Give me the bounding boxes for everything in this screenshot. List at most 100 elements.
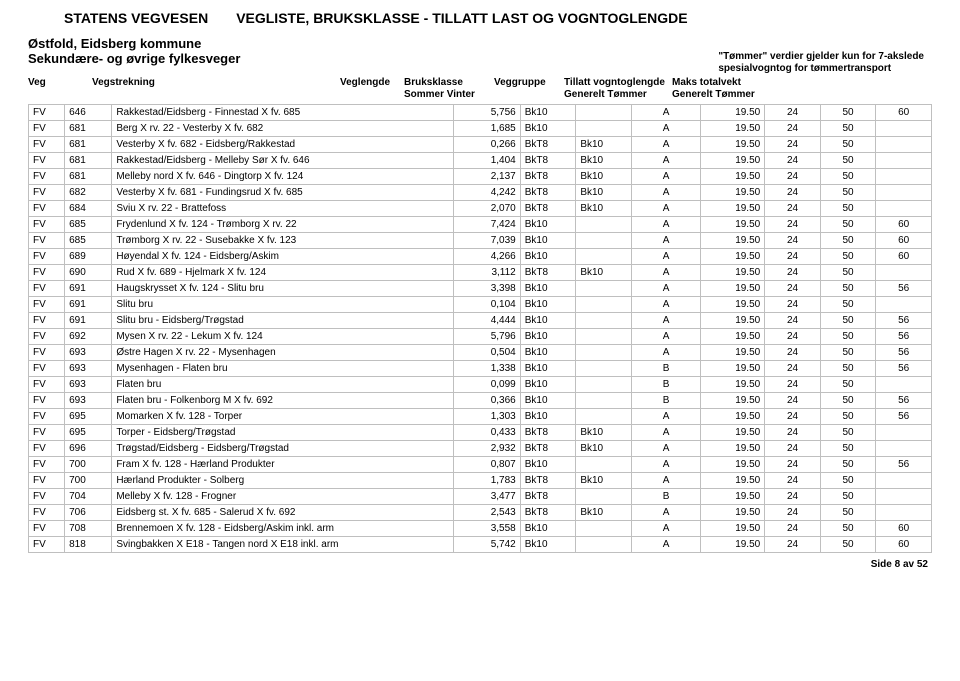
table-cell: 19.50 <box>701 409 765 425</box>
table-cell: 3,558 <box>454 521 521 537</box>
table-cell: Bk10 <box>520 361 576 377</box>
table-cell: FV <box>29 153 65 169</box>
table-cell: Vesterby X fv. 682 - Eidsberg/Rakkestad <box>112 137 454 153</box>
note-line-1: "Tømmer" verdier gjelder kun for 7-aksle… <box>718 51 924 63</box>
page: STATENS VEGVESEN VEGLISTE, BRUKSKLASSE -… <box>0 0 960 582</box>
table-cell: A <box>631 473 700 489</box>
table-row: FV693Mysenhagen - Flaten bru1,338Bk10B19… <box>29 361 932 377</box>
table-cell: 24 <box>765 201 821 217</box>
table-cell: B <box>631 489 700 505</box>
table-cell: 56 <box>876 393 932 409</box>
table-cell: 695 <box>65 425 112 441</box>
table-cell: FV <box>29 329 65 345</box>
table-cell: A <box>631 249 700 265</box>
table-cell <box>576 409 632 425</box>
table-cell: Torper - Eidsberg/Trøgstad <box>112 425 454 441</box>
table-cell <box>576 345 632 361</box>
table-cell <box>576 249 632 265</box>
table-cell: 56 <box>876 313 932 329</box>
table-cell: Flaten bru - Folkenborg M X fv. 692 <box>112 393 454 409</box>
table-cell: FV <box>29 473 65 489</box>
table-cell <box>576 297 632 313</box>
table-cell: FV <box>29 169 65 185</box>
table-cell: FV <box>29 313 65 329</box>
table-cell: 646 <box>65 105 112 121</box>
hdr-bruksklasse-main: Bruksklasse <box>404 77 494 89</box>
table-cell: 5,742 <box>454 537 521 553</box>
table-cell: Brennemoen X fv. 128 - Eidsberg/Askim in… <box>112 521 454 537</box>
table-cell: Bk10 <box>520 537 576 553</box>
table-cell: 4,444 <box>454 313 521 329</box>
table-cell: 19.50 <box>701 441 765 457</box>
table-cell: 50 <box>820 105 876 121</box>
table-cell: Bk10 <box>576 153 632 169</box>
table-cell: 56 <box>876 457 932 473</box>
table-cell <box>876 137 932 153</box>
table-cell: 50 <box>820 537 876 553</box>
table-cell: BkT8 <box>520 185 576 201</box>
table-cell: FV <box>29 441 65 457</box>
table-cell: 50 <box>820 521 876 537</box>
hdr-maks-main: Maks totalvekt <box>672 77 778 89</box>
table-cell: BkT8 <box>520 137 576 153</box>
table-cell: A <box>631 313 700 329</box>
table-cell <box>876 425 932 441</box>
table-cell: 60 <box>876 217 932 233</box>
table-cell: 695 <box>65 409 112 425</box>
table-cell: 1,303 <box>454 409 521 425</box>
table-cell: 19.50 <box>701 505 765 521</box>
table-cell: FV <box>29 537 65 553</box>
table-row: FV695Torper - Eidsberg/Trøgstad0,433BkT8… <box>29 425 932 441</box>
table-cell <box>576 233 632 249</box>
table-cell: Momarken X fv. 128 - Torper <box>112 409 454 425</box>
table-row: FV685Trømborg X rv. 22 - Susebakke X fv.… <box>29 233 932 249</box>
table-cell: 24 <box>765 169 821 185</box>
table-cell: 681 <box>65 169 112 185</box>
table-cell: 19.50 <box>701 425 765 441</box>
table-cell <box>876 377 932 393</box>
table-cell: BkT8 <box>520 425 576 441</box>
table-cell: 0,266 <box>454 137 521 153</box>
table-row: FV684Sviu X rv. 22 - Brattefoss2,070BkT8… <box>29 201 932 217</box>
table-cell: 19.50 <box>701 281 765 297</box>
table-cell: 50 <box>820 425 876 441</box>
table-cell: 24 <box>765 505 821 521</box>
table-cell: 50 <box>820 185 876 201</box>
table-cell: Bk10 <box>576 441 632 457</box>
table-cell: A <box>631 345 700 361</box>
table-row: FV691Slitu bru0,104Bk10A19.502450 <box>29 297 932 313</box>
table-cell: 681 <box>65 137 112 153</box>
table-cell: 818 <box>65 537 112 553</box>
table-cell: Bk10 <box>520 297 576 313</box>
table-cell: 24 <box>765 425 821 441</box>
table-cell: A <box>631 441 700 457</box>
table-cell: 2,932 <box>454 441 521 457</box>
table-cell: 19.50 <box>701 105 765 121</box>
table-cell: BkT8 <box>520 265 576 281</box>
table-cell: Bk10 <box>520 377 576 393</box>
table-cell: Melleby X fv. 128 - Frogner <box>112 489 454 505</box>
table-cell: 19.50 <box>701 297 765 313</box>
table-cell: Trøgstad/Eidsberg - Eidsberg/Trøgstad <box>112 441 454 457</box>
table-row: FV681Melleby nord X fv. 646 - Dingtorp X… <box>29 169 932 185</box>
table-cell: 24 <box>765 281 821 297</box>
table-cell: 681 <box>65 121 112 137</box>
note-line-2: spesialvogntog for tømmertransport <box>718 63 924 75</box>
table-cell: Trømborg X rv. 22 - Susebakke X fv. 123 <box>112 233 454 249</box>
table-cell: 24 <box>765 521 821 537</box>
table-cell: A <box>631 137 700 153</box>
table-cell: 50 <box>820 441 876 457</box>
table-cell: 685 <box>65 217 112 233</box>
table-cell: FV <box>29 345 65 361</box>
table-cell: FV <box>29 457 65 473</box>
table-cell: Bk10 <box>576 185 632 201</box>
table-cell: Bk10 <box>520 409 576 425</box>
table-cell: Bk10 <box>520 329 576 345</box>
table-cell <box>876 297 932 313</box>
table-cell: Mysen X rv. 22 - Lekum X fv. 124 <box>112 329 454 345</box>
table-cell: FV <box>29 137 65 153</box>
table-cell <box>576 393 632 409</box>
table-cell: A <box>631 201 700 217</box>
table-cell: 24 <box>765 537 821 553</box>
table-cell: Bk10 <box>520 121 576 137</box>
